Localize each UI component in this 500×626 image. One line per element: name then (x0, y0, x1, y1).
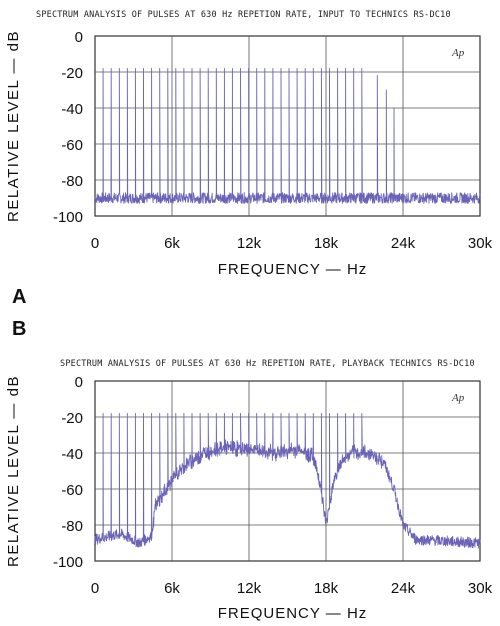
chart-a-title: SPECTRUM ANALYSIS OF PULSES AT 630 Hz RE… (36, 10, 451, 20)
panel-label-b: B (12, 318, 27, 340)
chart-b-ytick-label: -100 (53, 554, 83, 571)
chart-a-ytick-label: -20 (61, 65, 83, 82)
chart-a-x-axis-label: FREQUENCY — Hz (218, 261, 368, 278)
chart-b-ytick-label: 0 (75, 374, 83, 391)
chart-a-xtick-label: 30k (468, 235, 493, 252)
chart-a-spectrum-trace (94, 67, 481, 204)
chart-a-plot: 0 6k 12k 18k 24k 30k 0 -20 -40 -60 -80 -100 FREQUENC… (5, 29, 493, 278)
chart-a-ytick-label: -100 (53, 209, 83, 226)
chart-b-x-axis-label: FREQUENCY — Hz (218, 605, 368, 622)
chart-a-ytick-label: -80 (61, 173, 83, 190)
chart-b-ytick-label: -60 (61, 482, 83, 499)
chart-b-spectrum-trace (94, 412, 481, 549)
chart-b-xtick-label: 6k (164, 580, 180, 597)
chart-a-xtick-label: 0 (91, 235, 99, 252)
chart-b-plot-frame (94, 380, 481, 562)
chart-b-xtick-label: 0 (91, 580, 99, 597)
chart-b-xtick-label: 18k (314, 580, 339, 597)
chart-a-ytick-label: 0 (75, 29, 83, 46)
chart-b-annotation: Ap (451, 392, 465, 404)
chart-a-xtick-label: 18k (314, 235, 339, 252)
chart-b-y-axis-label: RELATIVE LEVEL — dB (5, 375, 22, 567)
chart-a-ytick-label: -60 (61, 137, 83, 154)
chart-b-plot: 0 6k 12k 18k 24k 30k 0 -20 -40 -60 -80 -100 FREQUENC… (5, 374, 493, 622)
chart-a-ytick-label: -40 (61, 101, 83, 118)
chart-b-xtick-label: 30k (468, 580, 493, 597)
chart-b-xtick-label: 12k (237, 580, 262, 597)
chart-a-xtick-label: 6k (164, 235, 180, 252)
panel-label-a: A (12, 286, 27, 308)
chart-b-ytick-label: -80 (61, 518, 83, 535)
chart-b-title: SPECTRUM ANALYSIS OF PULSES AT 630 Hz RE… (60, 359, 475, 369)
chart-a-xtick-label: 12k (237, 235, 262, 252)
chart-b-ytick-label: -20 (61, 410, 83, 427)
chart-b-ytick-label: -40 (61, 446, 83, 463)
chart-a-xtick-label: 24k (391, 235, 416, 252)
chart-a-y-axis-label: RELATIVE LEVEL — dB (5, 30, 22, 222)
chart-a-annotation: Ap (451, 47, 465, 59)
chart-a-plot-frame (94, 35, 481, 217)
chart-b-xtick-label: 24k (391, 580, 416, 597)
